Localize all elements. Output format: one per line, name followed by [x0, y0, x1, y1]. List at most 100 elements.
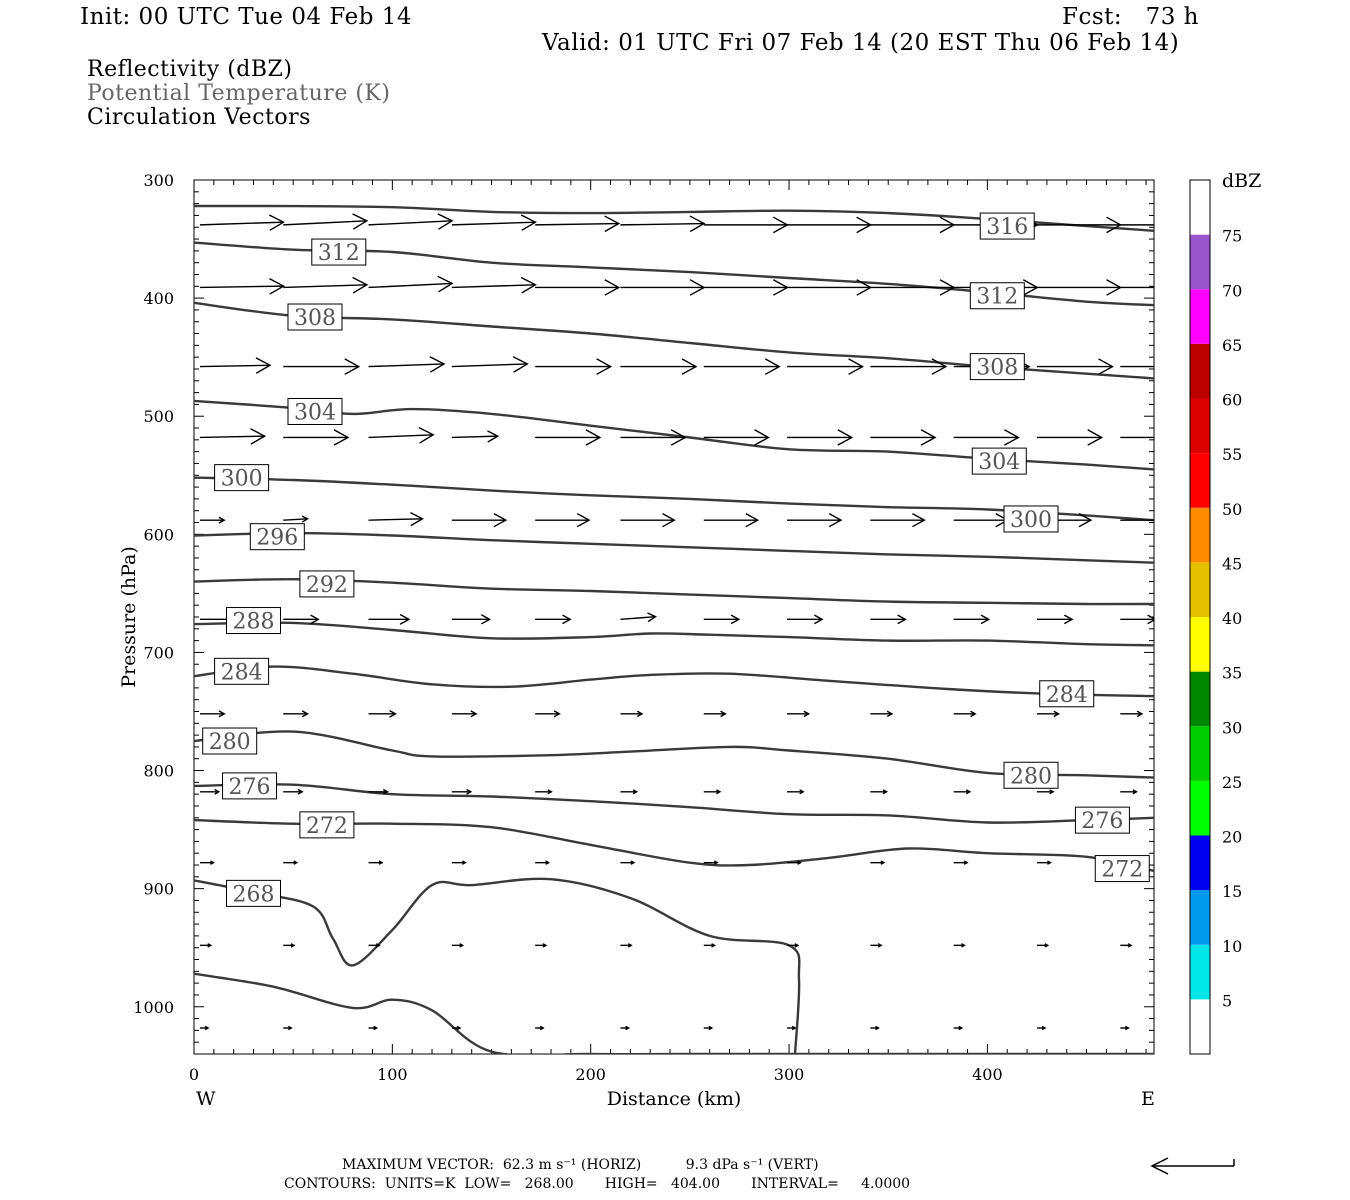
vector-head — [375, 943, 381, 948]
vector-arrow — [787, 614, 824, 625]
vector-head — [250, 428, 267, 445]
vector-head — [378, 860, 384, 865]
vector-head — [214, 788, 221, 795]
vector-head — [539, 1025, 545, 1031]
vector-arrow — [283, 429, 350, 446]
vector-head — [352, 213, 369, 230]
y-tick-labels: 300 400 500 600 700 800 900 1000 — [133, 171, 174, 1017]
vector-arrow — [953, 860, 969, 865]
vector-arrow — [870, 943, 883, 948]
vector-arrow — [1120, 365, 1154, 368]
y-tick-label: 700 — [143, 643, 174, 662]
vector-head — [632, 789, 639, 795]
vector-shaft — [620, 615, 656, 621]
vector-head — [877, 943, 883, 948]
colorbar-bin — [1190, 343, 1210, 399]
vector-arrow — [1120, 614, 1154, 625]
vector-arrow — [368, 709, 397, 718]
vector-head — [630, 860, 636, 865]
contour-line-288 — [194, 621, 1154, 647]
vector-head — [466, 788, 473, 795]
legend-circulation-vectors: Circulation Vectors — [87, 105, 311, 130]
vector-arrow — [368, 860, 384, 865]
vector-arrow — [870, 614, 907, 625]
contour-label: 276 — [1074, 806, 1130, 834]
vector-head — [912, 513, 926, 528]
vector-head — [627, 943, 633, 948]
vector-head — [493, 513, 508, 528]
vector-arrow — [451, 788, 473, 795]
colorbar-bin — [1190, 835, 1210, 891]
vector-head — [269, 278, 285, 295]
vector-arrow — [620, 429, 687, 446]
contour-line-284 — [194, 665, 1154, 698]
vector-head — [754, 429, 770, 446]
vector-head — [437, 275, 454, 293]
vector-head — [290, 943, 296, 948]
vector-shaft — [283, 220, 367, 226]
vector-arrow — [787, 429, 854, 446]
vector-arrow — [1036, 358, 1114, 375]
vector-arrow — [535, 1025, 545, 1031]
contour-label-text: 272 — [306, 814, 348, 839]
colorbar-bin — [1190, 890, 1210, 945]
vector-shaft — [368, 518, 423, 521]
contour-label-box — [1039, 680, 1095, 708]
vector-arrow — [199, 1025, 210, 1031]
vector-arrow — [451, 276, 537, 294]
vector-arrow — [703, 1025, 714, 1031]
contour-label-box — [1094, 855, 1150, 883]
vector-head — [461, 860, 467, 865]
contour-label-text: 312 — [976, 285, 1018, 310]
vector-arrow — [703, 943, 716, 948]
vector-arrow — [1120, 789, 1138, 795]
legend-potential-temperature: Potential Temperature (K) — [87, 81, 391, 106]
vector-arrow — [703, 860, 719, 865]
vector-head — [547, 789, 553, 795]
vector-head — [716, 789, 722, 795]
vector-arrow — [870, 1025, 880, 1031]
x-tick-labels: 0 100 200 300 400 — [189, 1065, 1003, 1084]
vector-shaft — [451, 363, 528, 368]
vector-head — [418, 427, 435, 444]
vector-arrow — [703, 513, 760, 528]
vector-head — [1004, 429, 1020, 446]
colorbar-tick-label: 10 — [1222, 937, 1242, 956]
vector-head — [1087, 429, 1104, 446]
vector-arrow — [283, 213, 369, 230]
vector-head — [576, 513, 591, 528]
contour-label: 288 — [226, 607, 282, 635]
contour-label: 280 — [202, 727, 258, 755]
vector-arrow — [199, 943, 213, 948]
vector-head — [268, 214, 285, 231]
contour-label: 272 — [299, 811, 355, 839]
vector-arrow — [199, 428, 267, 445]
vector-arrow — [451, 943, 465, 948]
vector-head — [542, 943, 548, 948]
vector-arrow — [368, 613, 411, 625]
reference-vector-arrow — [1150, 1157, 1235, 1175]
vector-head — [848, 358, 865, 375]
vector-head — [963, 860, 969, 865]
vector-arrow — [535, 710, 561, 718]
vector-head — [1162, 514, 1174, 527]
vector-arrow — [787, 710, 811, 718]
vector-arrow — [870, 358, 948, 375]
contour-label-box — [969, 282, 1025, 310]
vector-head — [681, 358, 698, 375]
vector-head — [512, 356, 529, 373]
contour-label-box — [222, 772, 278, 800]
vector-arrow — [368, 943, 381, 948]
contour-label-box — [969, 353, 1025, 381]
vector-arrow — [451, 710, 478, 718]
vector-head — [373, 1025, 379, 1031]
colorbar-frame — [1189, 179, 1211, 1055]
vector-arrow — [787, 513, 843, 528]
vector-head — [604, 215, 621, 233]
colorbar-bin — [1190, 234, 1210, 290]
vector-head — [897, 614, 907, 625]
contour-line-268 — [194, 877, 801, 1054]
vector-arrow — [1120, 224, 1154, 226]
vector-arrow — [787, 1025, 797, 1031]
